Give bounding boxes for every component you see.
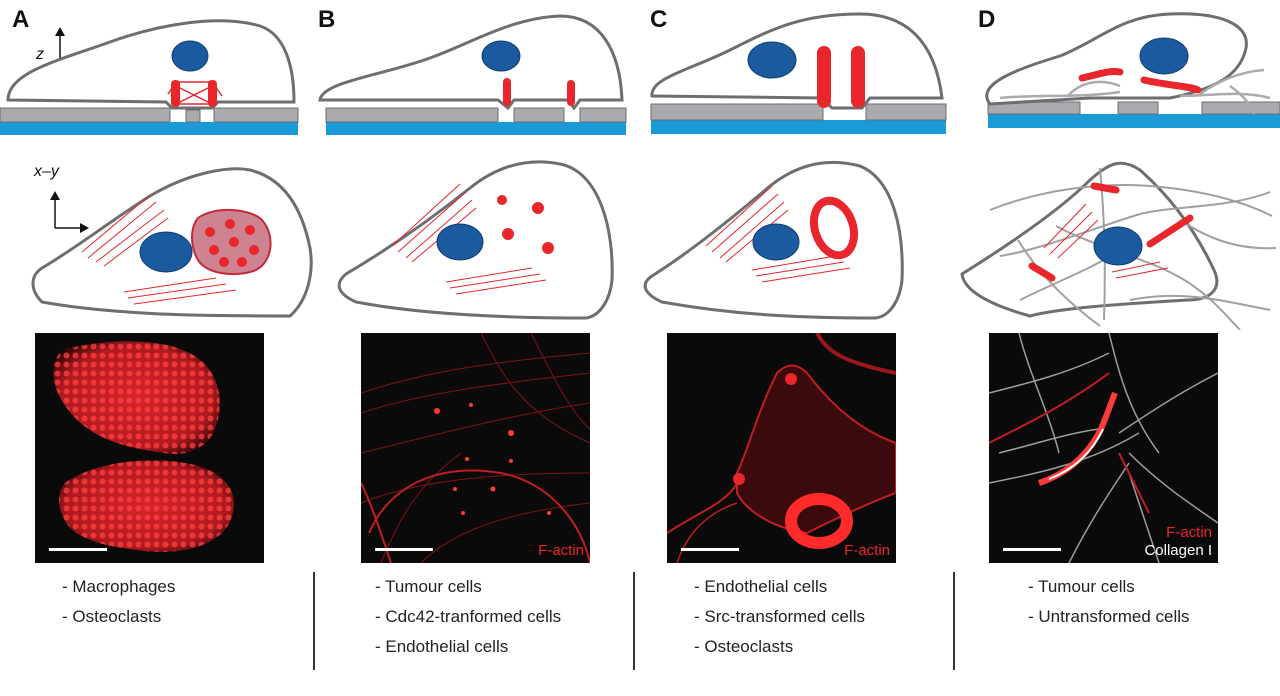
divider [953,572,955,670]
panel-b-top-view [337,160,614,320]
cell-outline [650,12,944,110]
substrate-glass [988,114,1280,128]
linear-invadosomes [1028,182,1194,282]
nucleus [752,223,800,261]
schematic-diagrams [0,12,1280,330]
stain-label-factin: F-actin [844,542,890,559]
panel-b-side-view [318,14,627,135]
panel-a-top-view [31,167,313,318]
nucleus [481,40,521,72]
list-item: - Endothelial cells [694,577,828,596]
podosome-dots [205,219,259,267]
matrix-layer [0,107,171,123]
nucleus [1139,37,1189,75]
nucleus [436,223,484,261]
panel-c-side-view [650,12,947,134]
micrograph-d: F-actin Collagen I [989,333,1218,563]
list-item: - Osteoclasts [62,607,162,626]
matrix-layer [185,109,201,123]
cell-type-list-b: - Tumour cells - Cdc42-tranformed cells … [375,576,561,666]
podosome-rosette-image [667,333,896,563]
list-item: - Src-transformed cells [694,607,865,626]
podosome-cluster-image [53,341,234,552]
matrix-layer [513,107,565,123]
cell-outline [960,161,1219,318]
substrate-glass [326,122,626,135]
collagen-fibres [999,68,1271,115]
stain-label-factin: F-actin [538,542,584,559]
panel-letter-d: D [978,6,996,33]
scale-bar [681,548,739,551]
substrate-glass [651,120,946,134]
divider [313,572,315,670]
stress-fibres [1043,203,1169,279]
cell-type-list-c: - Endothelial cells - Src-transformed ce… [694,576,865,666]
stain-label-collagen: Collagen I [1144,542,1212,559]
z-axis-label: z [36,46,44,63]
cell-outline [6,19,296,110]
xy-axis-arrows [50,191,89,233]
matrix-layer [1201,101,1280,115]
podosome-core [208,80,217,107]
list-item: - Untransformed cells [1028,607,1190,626]
podosome-belt [851,46,865,108]
linear-invadosome-image [989,333,1218,563]
matrix-layer [213,107,299,123]
invadopodia-dots [497,195,554,254]
panel-letter-b: B [318,6,336,33]
list-item: - Endothelial cells [375,637,509,656]
panel-a-side-view [0,19,299,135]
podosome-rosette [809,196,859,260]
list-item: - Tumour cells [1028,577,1135,596]
micrograph-a [35,333,264,563]
nucleus [747,41,797,79]
scale-bar [49,548,107,551]
invadopodia-image [361,333,590,563]
stress-fibres [391,183,547,295]
list-item: - Tumour cells [375,577,482,596]
nucleus [139,231,193,273]
list-item: - Macrophages [62,577,176,596]
podosome-belt [817,46,831,108]
panel-letter-a: A [12,6,30,33]
panel-c-top-view [643,160,904,320]
podosome-core [171,80,180,107]
matrix-layer [650,103,824,121]
scale-bar [1003,548,1061,551]
cell-outline [318,14,624,111]
cell-type-list-a: - Macrophages - Osteoclasts [62,576,175,636]
linear-invadosome [1078,68,1124,82]
linear-invadosome [1140,76,1202,94]
panel-letter-c: C [650,6,668,33]
divider [633,572,635,670]
cell-outline [985,12,1248,106]
panel-d-top-view [960,161,1277,330]
micrograph-b: F-actin [361,333,590,563]
scale-bar [375,548,433,551]
matrix-layer [579,107,627,123]
matrix-layer [325,107,499,123]
matrix-layer [1117,101,1159,115]
substrate-glass [0,122,298,135]
matrix-layer [865,103,947,121]
cell-type-list-d: - Tumour cells - Untransformed cells [1028,576,1190,636]
nucleus [171,40,209,72]
invadopodium [567,80,575,106]
invadopodium [503,78,511,106]
list-item: - Cdc42-tranformed cells [375,607,562,626]
nucleus [1093,226,1143,266]
stain-label-factin: F-actin [1166,524,1212,541]
stress-fibres [81,194,237,305]
xy-axis-label: x–y [34,163,59,180]
panel-d-side-view [985,12,1280,128]
micrograph-c: F-actin [667,333,896,563]
list-item: - Osteoclasts [694,637,794,656]
